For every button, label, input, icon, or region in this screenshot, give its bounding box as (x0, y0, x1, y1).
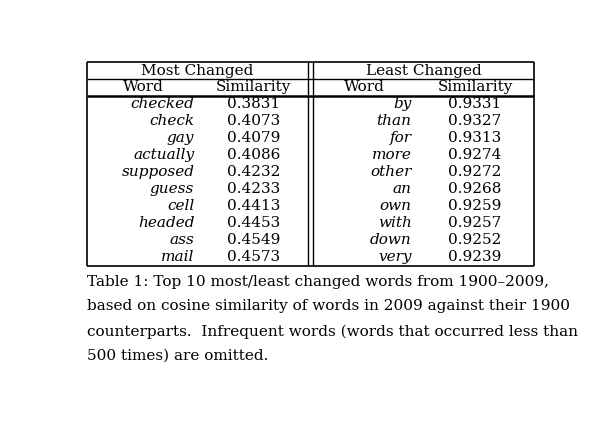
Text: 0.4413: 0.4413 (227, 199, 280, 213)
Text: own: own (379, 199, 411, 213)
Text: 0.3831: 0.3831 (227, 97, 280, 111)
Text: 0.4079: 0.4079 (227, 131, 280, 145)
Text: 0.4549: 0.4549 (227, 233, 280, 247)
Text: 0.4453: 0.4453 (227, 216, 280, 230)
Text: Most Changed: Most Changed (141, 64, 254, 78)
Text: 0.9259: 0.9259 (448, 199, 502, 213)
Text: checked: checked (130, 97, 195, 111)
Text: Word: Word (123, 81, 164, 95)
Text: ass: ass (170, 233, 195, 247)
Text: counterparts.  Infrequent words (words that occurred less than: counterparts. Infrequent words (words th… (87, 324, 579, 339)
Text: 0.4232: 0.4232 (227, 165, 280, 179)
Text: 0.9272: 0.9272 (448, 165, 502, 179)
Text: 500 times) are omitted.: 500 times) are omitted. (87, 349, 269, 363)
Text: very: very (378, 250, 411, 264)
Text: 0.9252: 0.9252 (448, 233, 502, 247)
Text: guess: guess (150, 182, 195, 196)
Text: than: than (376, 114, 411, 128)
Text: cell: cell (167, 199, 195, 213)
Text: by: by (393, 97, 411, 111)
Text: Similarity: Similarity (216, 81, 291, 95)
Text: based on cosine similarity of words in 2009 against their 1900: based on cosine similarity of words in 2… (87, 299, 570, 313)
Text: 0.4573: 0.4573 (227, 250, 280, 264)
Text: more: more (371, 148, 411, 162)
Text: 0.9327: 0.9327 (448, 114, 502, 128)
Text: other: other (370, 165, 411, 179)
Text: 0.4073: 0.4073 (227, 114, 280, 128)
Text: 0.9239: 0.9239 (448, 250, 502, 264)
Text: Table 1: Top 10 most/least changed words from 1900–2009,: Table 1: Top 10 most/least changed words… (87, 275, 550, 289)
Text: headed: headed (138, 216, 195, 230)
Text: 0.9268: 0.9268 (448, 182, 502, 196)
Text: 0.9274: 0.9274 (448, 148, 502, 162)
Text: Least Changed: Least Changed (365, 64, 481, 78)
Text: 0.4086: 0.4086 (227, 148, 280, 162)
Text: 0.9331: 0.9331 (448, 97, 502, 111)
Text: supposed: supposed (121, 165, 195, 179)
Text: mail: mail (161, 250, 195, 264)
Text: actually: actually (133, 148, 195, 162)
Text: 0.4233: 0.4233 (227, 182, 280, 196)
Text: an: an (393, 182, 411, 196)
Text: down: down (370, 233, 411, 247)
Text: with: with (378, 216, 411, 230)
Text: Word: Word (344, 81, 385, 95)
Text: 0.9257: 0.9257 (448, 216, 502, 230)
Text: Similarity: Similarity (438, 81, 513, 95)
Text: check: check (149, 114, 195, 128)
Text: for: for (390, 131, 411, 145)
Text: gay: gay (167, 131, 195, 145)
Text: 0.9313: 0.9313 (448, 131, 502, 145)
